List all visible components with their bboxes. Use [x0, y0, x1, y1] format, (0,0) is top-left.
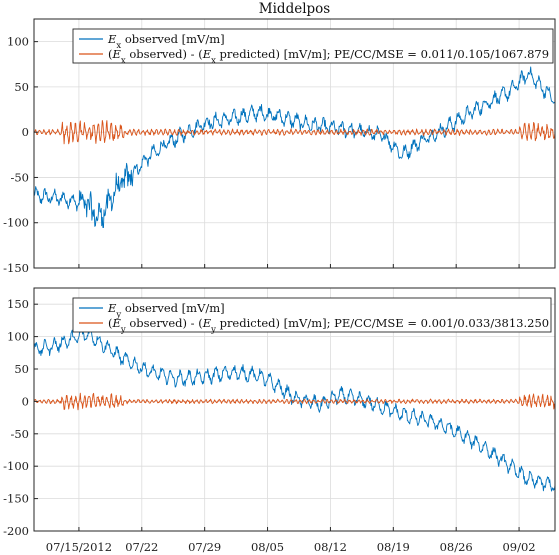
- y-tick-label: 0: [22, 125, 29, 139]
- residual-series-line: [33, 120, 556, 145]
- x-tick-label: 08/05: [251, 540, 284, 554]
- y-tick-label: 100: [7, 330, 29, 344]
- y-tick-label: -50: [10, 170, 29, 184]
- y-tick-label: 50: [14, 80, 29, 94]
- x-tick-label: 08/19: [377, 540, 410, 554]
- x-tick-label: 08/12: [314, 540, 347, 554]
- y-tick-label: -50: [10, 427, 29, 441]
- y-tick-label: 100: [7, 35, 29, 49]
- residual-series-line: [33, 392, 556, 411]
- axes-frame: [33, 18, 556, 269]
- legend-label: Ex observed [mV/m]: [107, 32, 225, 51]
- x-tick-label: 07/15/2012: [46, 540, 112, 554]
- legend-box: [72, 297, 552, 333]
- y-tick-label: 0: [22, 394, 29, 408]
- y-tick-label: 50: [14, 362, 29, 376]
- y-tick-label: 150: [7, 297, 29, 311]
- ex-panel: -150 -100 -50 0 50 100 Middelpos Ex observed [m…: [3, 1, 556, 275]
- axes-frame: [33, 287, 556, 532]
- x-tick-label: 09/02: [502, 540, 535, 554]
- x-tick-label: 07/22: [125, 540, 158, 554]
- y-tick-label: -150: [3, 261, 29, 275]
- legend-label: (Ey observed) - (Ey predicted) [mV/m]; P…: [108, 316, 549, 335]
- legend: Ex observed [mV/m](Ex observed) - (Ex pr…: [72, 28, 554, 66]
- ey-panel: -200 -150 -100 -50 0 50 100 150 07/15/2012 07/22 0…: [3, 287, 556, 554]
- y-tick-label: -100: [3, 459, 29, 473]
- legend: Ey observed [mV/m](Ey observed) - (Ey pr…: [72, 297, 552, 335]
- chart-title: Middelpos: [259, 1, 331, 17]
- y-tick-label: -150: [3, 492, 29, 506]
- observed-series-line: [33, 66, 556, 228]
- legend-label: (Ex observed) - (Ex predicted) [mV/m]; P…: [108, 47, 549, 66]
- observed-series-line: [33, 326, 556, 492]
- x-tick-label: 07/29: [188, 540, 221, 554]
- x-tick-label: 08/26: [440, 540, 473, 554]
- y-tick-label: -200: [3, 524, 29, 538]
- legend-box: [72, 28, 554, 64]
- legend-label: Ey observed [mV/m]: [107, 301, 225, 320]
- y-tick-label: -100: [3, 216, 29, 230]
